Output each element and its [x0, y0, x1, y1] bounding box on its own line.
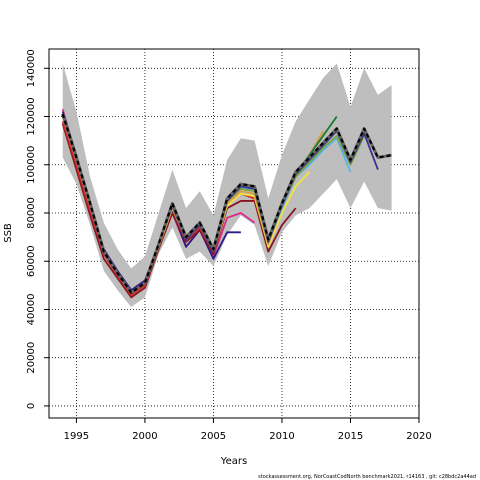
x-tick-label: 2015: [338, 431, 363, 442]
confidence-band: [62, 63, 392, 308]
y-tick-label: 20000: [26, 342, 37, 374]
y-tick-label: 100000: [26, 146, 37, 184]
series-layer: [61, 109, 392, 299]
footnote: stockassessment.org, NorCoastCodNorth be…: [258, 474, 476, 480]
y-tick-label: 140000: [26, 49, 37, 87]
y-tick-label: 40000: [26, 294, 37, 326]
series-line-3: [61, 123, 297, 299]
y-tick-label: 60000: [26, 245, 37, 277]
x-axis: 1995 2000 2005 2010 2015 2020: [64, 418, 432, 442]
series-line-dashed: [61, 113, 392, 294]
y-axis-title: SSB: [3, 223, 14, 243]
confidence-band-layer: [62, 63, 392, 308]
x-tick-label: 2020: [406, 431, 431, 442]
y-axis: 0 20000 40000 60000 80000 100000 120000 140000: [26, 49, 49, 409]
plot-frame: [48, 48, 420, 419]
x-tick-label: 1995: [64, 431, 89, 442]
x-axis-title: Years: [220, 456, 247, 467]
x-tick-label: 2000: [132, 431, 157, 442]
x-tick-label: 2010: [269, 431, 294, 442]
y-tick-label: 0: [26, 403, 37, 409]
y-tick-label: 80000: [26, 197, 37, 229]
x-tick-label: 2005: [201, 431, 226, 442]
y-tick-label: 120000: [26, 97, 37, 135]
